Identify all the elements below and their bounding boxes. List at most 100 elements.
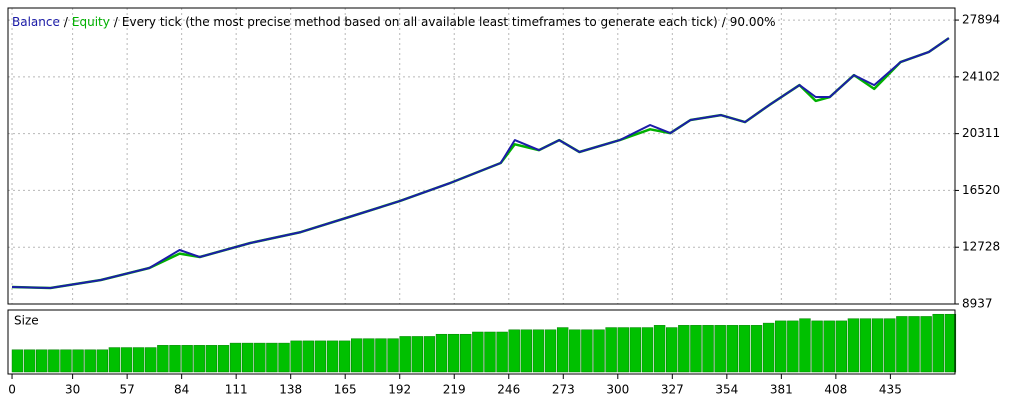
x-tick-label: 84 [174, 383, 189, 397]
y-tick-label: 24102 [962, 69, 1000, 83]
x-tick-label: 273 [552, 383, 575, 397]
x-tick-label: 30 [65, 383, 80, 397]
bar [387, 338, 399, 373]
bar [169, 345, 181, 373]
bar [326, 340, 339, 373]
bar [338, 340, 351, 373]
bar [641, 327, 654, 373]
bar [48, 349, 60, 373]
legend-entry: Equity [72, 15, 110, 29]
bar [666, 327, 678, 373]
separator: / [722, 15, 727, 29]
bar [508, 329, 520, 373]
bar [363, 338, 375, 373]
bar [847, 318, 860, 373]
bar [799, 318, 811, 373]
title-text: Every tick (the most precise method base… [122, 15, 718, 29]
bar [314, 340, 327, 373]
bar [84, 349, 96, 373]
x-tick-label: 192 [388, 383, 411, 397]
bar [653, 325, 666, 373]
bar [60, 349, 72, 373]
x-tick-label: 246 [497, 383, 520, 397]
bar [23, 349, 36, 373]
bar [205, 345, 218, 373]
bar [375, 338, 387, 373]
bar [593, 329, 605, 373]
bar [738, 325, 751, 373]
bar [714, 325, 726, 373]
bar [435, 333, 448, 373]
bar [193, 345, 205, 373]
bar [859, 318, 872, 373]
x-tick-label: 408 [824, 383, 847, 397]
bar [120, 347, 133, 373]
panel-frame [7, 7, 956, 305]
bar [556, 327, 569, 373]
legend-entry: Balance [12, 15, 60, 29]
panel-frame [7, 309, 956, 375]
bar [484, 331, 496, 373]
x-tick-label: 57 [119, 383, 134, 397]
bar [726, 325, 738, 373]
bar [762, 322, 775, 373]
bar [229, 342, 242, 373]
bar [132, 347, 145, 373]
x-tick-label: 138 [279, 383, 302, 397]
y-tick-label: 12728 [962, 240, 1000, 254]
series-line [11, 37, 950, 289]
bar [811, 320, 823, 373]
y-tick-label: 27894 [962, 13, 1000, 27]
bar [11, 349, 24, 373]
bar [181, 345, 193, 373]
bar [750, 325, 763, 373]
bar [157, 345, 169, 373]
bar [108, 347, 121, 373]
separator: / [64, 15, 69, 29]
bar [629, 327, 642, 373]
bar [884, 318, 896, 373]
bar [423, 336, 436, 373]
bar [871, 318, 884, 373]
x-tick-label: 165 [334, 383, 357, 397]
y-tick-label: 8937 [962, 297, 993, 311]
bar [278, 342, 290, 373]
bar [460, 333, 472, 373]
bar [908, 316, 920, 373]
bar [351, 338, 363, 373]
bar [605, 327, 617, 373]
x-tick-label: 300 [606, 383, 629, 397]
bar [544, 329, 557, 373]
x-tick-label: 0 [8, 383, 16, 397]
bar [617, 327, 629, 373]
bar [496, 331, 508, 373]
bar [241, 342, 254, 373]
bar [72, 349, 84, 373]
x-tick-label: 354 [715, 383, 738, 397]
bar [145, 347, 157, 373]
bar [217, 345, 230, 373]
bar [787, 320, 799, 373]
x-tick-label: 381 [770, 383, 793, 397]
bar [96, 349, 108, 373]
bar [36, 349, 48, 373]
bar [266, 342, 278, 373]
bar [835, 320, 848, 373]
x-tick-label: 327 [661, 383, 684, 397]
x-tick-label: 435 [879, 383, 902, 397]
y-tick-label: 16520 [962, 183, 1000, 197]
bar [920, 316, 932, 373]
chart-title: Balance / Equity / Every tick (the most prec… [12, 15, 776, 29]
quality: 90.00% [730, 15, 776, 29]
bar [447, 333, 460, 373]
y-tick-label: 20311 [962, 126, 1000, 140]
bar [472, 331, 484, 373]
bar [896, 316, 908, 373]
bar [690, 325, 702, 373]
bar [302, 340, 314, 373]
x-tick-label: 111 [225, 383, 248, 397]
bar [944, 313, 957, 373]
bar [823, 320, 835, 373]
bar [569, 329, 581, 373]
